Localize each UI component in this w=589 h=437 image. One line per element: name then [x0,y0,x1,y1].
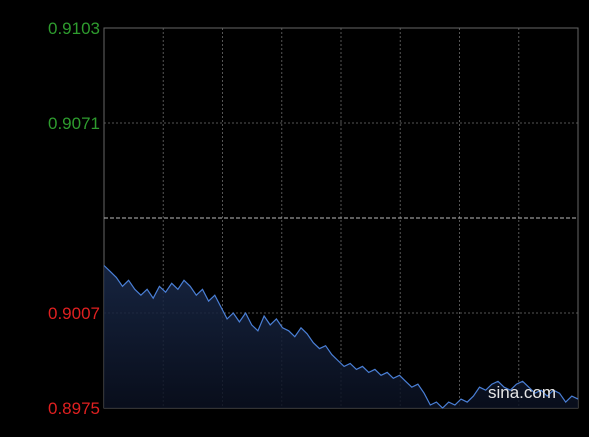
y-tick-label: 0.9007 [48,304,100,323]
y-tick-label: 0.9103 [48,19,100,38]
y-tick-label: 0.8975 [48,399,100,418]
watermark: sina.com [488,383,556,402]
price-area [104,265,578,408]
y-tick-label: 0.9071 [48,114,100,133]
price-line [103,265,579,409]
y-axis-ticks: 0.9103 0.9071 0.9007 0.8975 [48,19,100,418]
